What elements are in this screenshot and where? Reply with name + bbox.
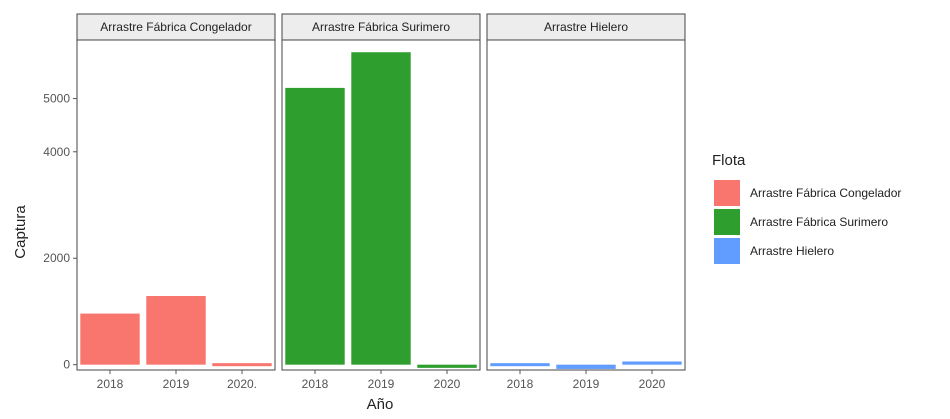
y-tick-label: 4000 (43, 145, 70, 159)
x-tick-label: 2019 (368, 377, 395, 391)
x-tick-label: 2018 (302, 377, 329, 391)
x-tick-label: 2020. (227, 377, 257, 391)
y-tick-label: 0 (63, 358, 70, 372)
x-tick-label: 2020 (434, 377, 461, 391)
bar (351, 52, 411, 365)
bar (146, 296, 206, 365)
bar (556, 364, 616, 369)
x-tick-label: 2018 (97, 377, 124, 391)
bar (490, 363, 550, 367)
x-tick-label: 2018 (507, 377, 534, 391)
y-tick-label: 2000 (43, 251, 70, 265)
legend-label: Arrastre Fábrica Congelador (750, 186, 901, 200)
bar (622, 361, 682, 365)
x-tick-label: 2019 (163, 377, 190, 391)
facet-panels: Arrastre Fábrica Congelador 2018 2019 2020.… (76, 13, 686, 391)
panel-border (486, 39, 686, 371)
y-tick-label: 5000 (43, 92, 70, 106)
legend-title: Flota (712, 152, 746, 169)
x-tick-label: 2019 (573, 377, 600, 391)
x-axis-title: Año (367, 396, 394, 413)
x-tick-label: 2020 (639, 377, 666, 391)
bar (80, 313, 140, 365)
facet-strip (76, 13, 276, 41)
legend-label: Arrastre Fábrica Surimero (750, 215, 888, 229)
y-axis-title: Captura (12, 205, 29, 259)
bar (417, 364, 477, 368)
legend-swatch (714, 209, 740, 235)
bar (285, 87, 345, 365)
facet-panel: Arrastre Fábrica Surimero 2018 2019 2020 (281, 13, 481, 391)
facet-strip (281, 13, 481, 41)
legend: Flota Arrastre Fábrica Congelador Arrastr… (712, 152, 901, 264)
facet-strip-label: Arrastre Hielero (544, 20, 628, 34)
bar (212, 363, 272, 367)
facet-panel: Arrastre Hielero 2018 2019 2020 (486, 13, 686, 391)
facet-strip-label: Arrastre Fábrica Surimero (312, 20, 450, 34)
facet-panel: Arrastre Fábrica Congelador 2018 2019 2020. (76, 13, 276, 391)
facet-strip-label: Arrastre Fábrica Congelador (100, 20, 251, 34)
legend-swatch (714, 180, 740, 206)
legend-swatch (714, 238, 740, 264)
legend-label: Arrastre Hielero (750, 244, 834, 258)
